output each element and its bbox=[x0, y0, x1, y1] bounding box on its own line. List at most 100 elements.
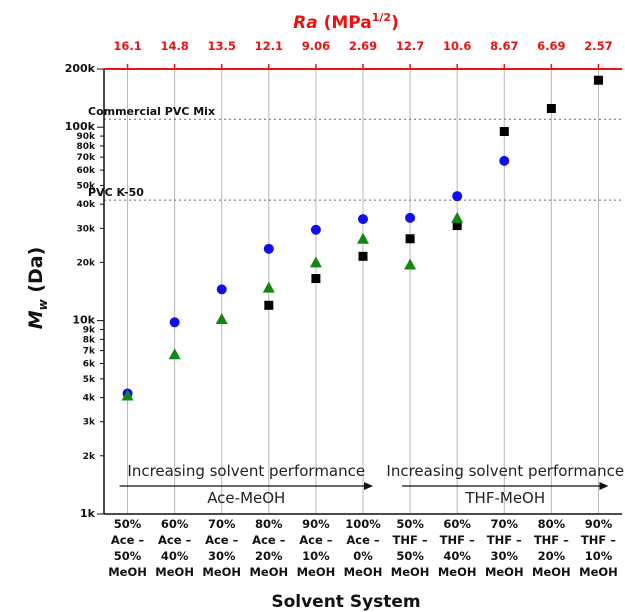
data-point-square bbox=[358, 251, 368, 261]
top-axis-title-italic: Ra bbox=[293, 13, 318, 33]
x-tick-label-line: MeOH bbox=[344, 565, 383, 579]
y-tick-label: 2k bbox=[83, 452, 96, 462]
annotation-group-label: THF-MeOH bbox=[464, 489, 545, 507]
data-point-triangle bbox=[262, 281, 275, 293]
y-tick-label: 40k bbox=[76, 200, 96, 210]
x-tick-label-line: Ace – bbox=[252, 533, 286, 547]
x-tick-label: 50% Ace – 50% MeOH bbox=[108, 517, 147, 579]
y-tick-label: 8k bbox=[83, 335, 96, 345]
gridlines bbox=[127, 69, 599, 514]
x-tick-labels: 50% Ace – 50% MeOH 60% Ace – 40% MeOH 70% Ace – 30… bbox=[108, 517, 618, 579]
data-point-circle bbox=[358, 214, 368, 225]
y-tick-label: 6k bbox=[83, 360, 96, 370]
x-tick-label: 80% Ace – 20% MeOH bbox=[249, 517, 288, 579]
x-tick-label-line: 60% bbox=[443, 517, 471, 531]
x-tick-label-line: MeOH bbox=[438, 565, 477, 579]
top-axis: 16.1 14.8 13.5 12.1 9.06 2.69 12.7 10.6 8.67 6.69… bbox=[113, 39, 612, 53]
x-tick-label-line: 0% bbox=[353, 549, 373, 563]
x-tick-label: 60% THF – 40% MeOH bbox=[438, 517, 477, 579]
x-tick-label-line: MeOH bbox=[155, 565, 194, 579]
y-tick-label: 20k bbox=[76, 258, 96, 268]
data-point-circle bbox=[169, 317, 180, 328]
y-tick-label: 50k bbox=[76, 181, 96, 191]
annotation-arrow-head bbox=[599, 482, 609, 490]
top-axis-tick-label: 10.6 bbox=[443, 39, 471, 53]
data-point-square bbox=[499, 127, 509, 137]
x-tick-label-line: Ace – bbox=[346, 533, 380, 547]
x-tick-label-line: MeOH bbox=[391, 565, 430, 579]
x-tick-label: 80% THF – 20% MeOH bbox=[532, 517, 571, 579]
x-tick-label: 90% Ace – 10% MeOH bbox=[297, 517, 336, 579]
y-tick-label: 1k bbox=[80, 507, 96, 520]
x-tick-label-line: Ace – bbox=[299, 533, 333, 547]
x-tick-label-line: 10% bbox=[585, 549, 613, 563]
x-tick-label-line: 50% bbox=[114, 517, 142, 531]
x-tick-label: 90% THF – 10% MeOH bbox=[579, 517, 618, 579]
x-tick-label-line: 20% bbox=[255, 549, 283, 563]
top-axis-tick-label: 13.5 bbox=[208, 39, 236, 53]
x-tick-label-line: THF – bbox=[440, 533, 475, 547]
data-point-triangle bbox=[357, 232, 369, 244]
top-axis-title: Ra (MPa1/2) bbox=[293, 11, 399, 33]
top-axis-tick-label: 14.8 bbox=[160, 39, 188, 53]
data-point-triangle bbox=[168, 348, 181, 360]
y-axis-title-sub: w bbox=[36, 298, 50, 310]
data-point-circle bbox=[405, 212, 416, 223]
x-tick-label: 60% Ace – 40% MeOH bbox=[155, 517, 194, 579]
x-tick-label-line: 50% bbox=[396, 549, 424, 563]
x-tick-label-line: MeOH bbox=[297, 565, 336, 579]
top-axis-tick-label: 9.06 bbox=[302, 39, 330, 53]
top-axis-tick-label: 8.67 bbox=[490, 39, 518, 53]
data-point-triangle bbox=[309, 256, 322, 268]
data-point-triangle bbox=[451, 211, 464, 223]
y-tick-label: 70k bbox=[76, 153, 96, 163]
annotation-text: Increasing solvent performance bbox=[127, 462, 365, 480]
x-tick-label-line: 50% bbox=[396, 517, 424, 531]
top-axis-title-sup: 1/2 bbox=[372, 11, 391, 24]
x-tick-label: 50% THF – 50% MeOH bbox=[391, 517, 430, 579]
x-tick-label-line: 60% bbox=[161, 517, 189, 531]
data-point-triangle bbox=[215, 312, 228, 324]
x-tick-label-line: 80% bbox=[538, 517, 566, 531]
x-tick-label: 70% Ace – 30% MeOH bbox=[202, 517, 241, 579]
x-tick-label-line: THF – bbox=[393, 533, 428, 547]
data-point-circle bbox=[499, 155, 510, 166]
data-point-square bbox=[593, 75, 603, 85]
data-point-circle bbox=[263, 243, 274, 254]
x-tick-label-line: 100% bbox=[345, 517, 381, 531]
x-tick-label: 70% THF – 30% MeOH bbox=[485, 517, 524, 579]
data-point-square bbox=[546, 103, 556, 113]
x-tick-label: 100% Ace – 0% MeOH bbox=[344, 517, 383, 579]
data-point-circle bbox=[310, 224, 321, 235]
data-point-square bbox=[264, 300, 274, 310]
y-tick-label: 7k bbox=[83, 347, 96, 357]
x-tick-label-line: MeOH bbox=[108, 565, 147, 579]
top-axis-title-close: ) bbox=[391, 13, 399, 33]
y-tick-label: 100k bbox=[65, 120, 96, 133]
annotation-arrow-head bbox=[364, 482, 373, 490]
y-tick-label: 3k bbox=[83, 418, 96, 428]
top-axis-tick-label: 12.7 bbox=[396, 39, 424, 53]
y-tick-label: 60k bbox=[76, 166, 96, 176]
y-tick-label: 80k bbox=[76, 142, 96, 152]
top-axis-title-rest: (MPa bbox=[318, 13, 372, 33]
x-tick-label-line: 40% bbox=[161, 549, 189, 563]
top-axis-tick-label: 6.69 bbox=[537, 39, 565, 53]
data-points bbox=[121, 75, 603, 401]
y-tick-label: 9k bbox=[83, 325, 96, 335]
reference-line-label: Commercial PVC Mix bbox=[88, 105, 215, 118]
x-tick-label-line: Ace – bbox=[111, 533, 145, 547]
y-tick-label: 5k bbox=[83, 375, 96, 385]
y-tick-label: 4k bbox=[83, 394, 96, 404]
x-tick-label-line: 90% bbox=[302, 517, 330, 531]
top-axis-tick-label: 2.69 bbox=[349, 39, 377, 53]
x-tick-label-line: MeOH bbox=[485, 565, 524, 579]
top-axis-tick-label: 12.1 bbox=[255, 39, 283, 53]
x-tick-label-line: 70% bbox=[491, 517, 519, 531]
y-tick-label: 90k bbox=[76, 132, 96, 142]
x-tick-label-line: MeOH bbox=[532, 565, 571, 579]
x-tick-label-line: MeOH bbox=[202, 565, 241, 579]
x-tick-label-line: MeOH bbox=[579, 565, 618, 579]
